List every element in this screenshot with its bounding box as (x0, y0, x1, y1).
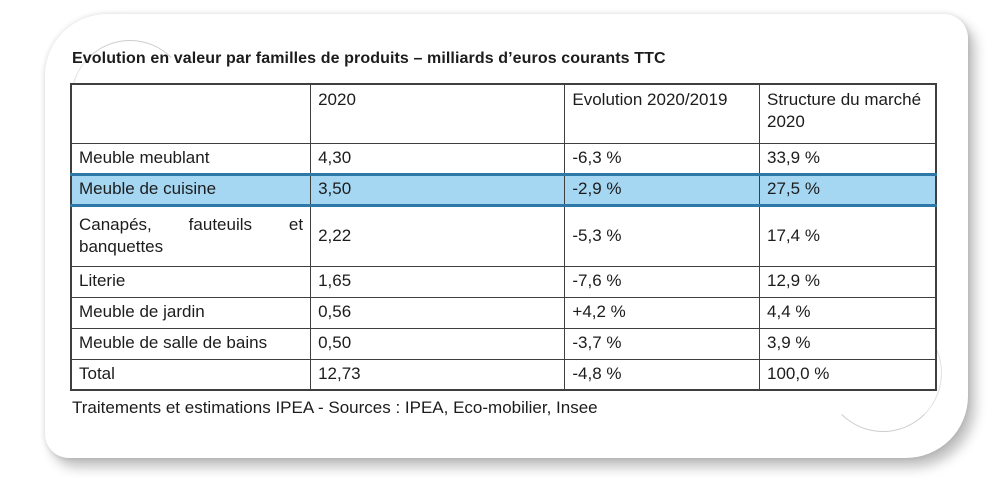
table-row: Literie 1,65 -7,6 % 12,9 % (70, 265, 937, 298)
report-card: Evolution en valeur par familles de prod… (45, 14, 968, 458)
table-row: Meuble de jardin 0,56 +4,2 % 4,4 % (70, 296, 937, 329)
cell-2020: 3,50 (310, 172, 566, 207)
row-label: Meuble meublant (70, 142, 312, 175)
page-title: Evolution en valeur par familles de prod… (72, 50, 666, 67)
row-label: Meuble de jardin (70, 296, 312, 329)
row-label: Meuble de cuisine (70, 172, 312, 207)
cell-2020: 2,22 (310, 204, 566, 267)
cell-2020: 0,50 (310, 327, 566, 360)
column-header-2020: 2020 (310, 83, 566, 144)
data-table: 2020 Evolution 2020/2019 Structure du ma… (70, 83, 937, 391)
cell-evolution: -7,6 % (564, 265, 761, 298)
cell-evolution: -6,3 % (564, 142, 761, 175)
footer-note: Traitements et estimations IPEA - Source… (72, 398, 598, 417)
cell-evolution: -5,3 % (564, 204, 761, 267)
cell-evolution: -4,8 % (564, 358, 761, 391)
column-header-structure: Structure du marché 2020 (759, 83, 937, 144)
card-content: Evolution en valeur par familles de prod… (70, 50, 937, 418)
cell-evolution: +4,2 % (564, 296, 761, 329)
cell-evolution: -2,9 % (564, 172, 761, 207)
table-row: Canapés, fauteuils et banquettes 2,22 -5… (70, 204, 937, 267)
cell-structure: 33,9 % (759, 142, 937, 175)
column-header-empty (70, 83, 312, 144)
row-label: Literie (70, 265, 312, 298)
cell-2020: 4,30 (310, 142, 566, 175)
cell-evolution: -3,7 % (564, 327, 761, 360)
cell-structure: 12,9 % (759, 265, 937, 298)
cell-structure: 3,9 % (759, 327, 937, 360)
column-header-evolution: Evolution 2020/2019 (564, 83, 761, 144)
table-row-total: Total 12,73 -4,8 % 100,0 % (70, 358, 937, 391)
cell-structure: 100,0 % (759, 358, 937, 391)
table-row-highlighted: Meuble de cuisine 3,50 -2,9 % 27,5 % (70, 172, 937, 207)
row-label: Total (70, 358, 312, 391)
row-label: Meuble de salle de bains (70, 327, 312, 360)
cell-2020: 1,65 (310, 265, 566, 298)
cell-2020: 12,73 (310, 358, 566, 391)
row-label: Canapés, fauteuils et banquettes (70, 204, 312, 267)
table-row: Meuble de salle de bains 0,50 -3,7 % 3,9… (70, 327, 937, 360)
cell-structure: 17,4 % (759, 204, 937, 267)
table-header-row: 2020 Evolution 2020/2019 Structure du ma… (70, 83, 937, 144)
cell-structure: 27,5 % (759, 172, 937, 207)
cell-2020: 0,56 (310, 296, 566, 329)
cell-structure: 4,4 % (759, 296, 937, 329)
table-row: Meuble meublant 4,30 -6,3 % 33,9 % (70, 142, 937, 175)
